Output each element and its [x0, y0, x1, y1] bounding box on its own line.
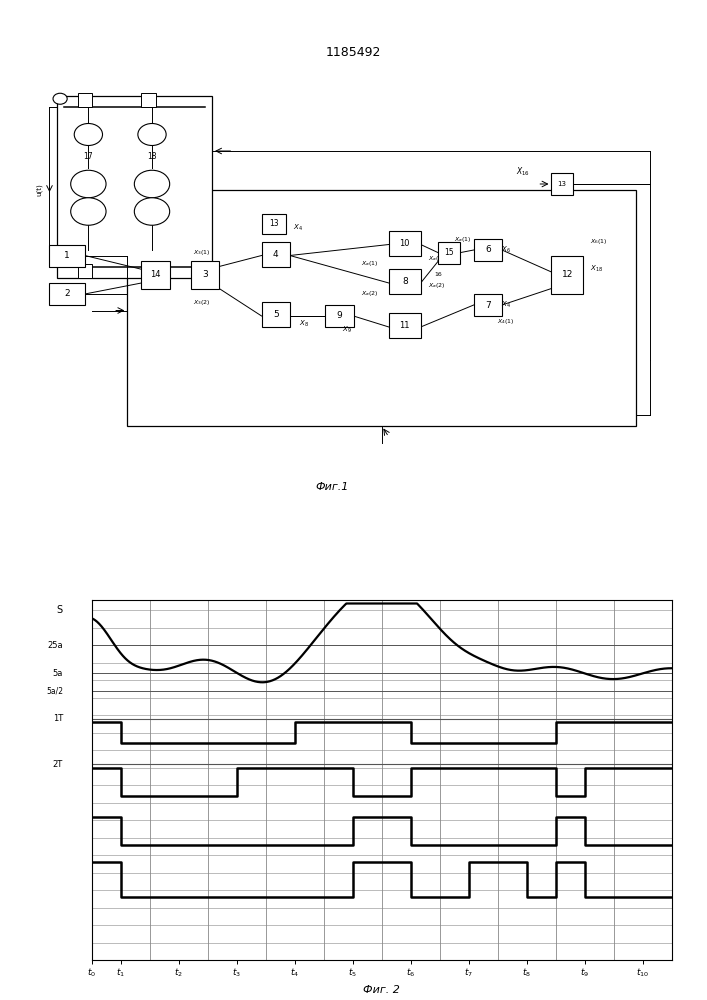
- Bar: [49, 283, 85, 305]
- Text: 17: 17: [83, 152, 93, 161]
- Text: $X_a(2)$: $X_a(2)$: [361, 290, 378, 298]
- Text: 1185492: 1185492: [326, 45, 381, 58]
- Text: 5a: 5a: [52, 669, 63, 678]
- Bar: [551, 255, 583, 294]
- Bar: [49, 244, 85, 266]
- Bar: [191, 261, 219, 288]
- Bar: [127, 190, 636, 426]
- Text: 9: 9: [337, 312, 342, 320]
- Text: $X_a(2)$: $X_a(2)$: [428, 281, 445, 290]
- Text: 5: 5: [273, 310, 279, 319]
- Text: 13: 13: [269, 219, 279, 228]
- Bar: [474, 294, 502, 316]
- Text: 16: 16: [435, 272, 442, 277]
- Bar: [389, 231, 421, 255]
- X-axis label: Фиг. 2: Фиг. 2: [363, 985, 400, 995]
- Bar: [389, 269, 421, 294]
- Text: 10: 10: [399, 239, 410, 248]
- Text: $X_4$: $X_4$: [293, 223, 303, 233]
- Text: 13: 13: [558, 181, 566, 187]
- Text: 11: 11: [399, 321, 410, 330]
- Bar: [262, 242, 290, 266]
- Bar: [141, 264, 156, 277]
- Circle shape: [134, 170, 170, 198]
- Text: Фиг.1: Фиг.1: [315, 482, 349, 491]
- Text: $X_{18}$: $X_{18}$: [590, 264, 603, 274]
- Text: 18: 18: [147, 152, 157, 161]
- Text: 1T: 1T: [53, 714, 63, 723]
- Text: $X_8$: $X_8$: [299, 319, 309, 329]
- Text: $X_{16}$: $X_{16}$: [516, 166, 530, 178]
- Text: 2T: 2T: [53, 760, 63, 769]
- Text: 25a: 25a: [47, 641, 63, 650]
- Bar: [78, 93, 92, 107]
- Text: 6: 6: [485, 245, 491, 254]
- Text: $X_6(1)$: $X_6(1)$: [590, 237, 608, 246]
- Bar: [474, 239, 502, 261]
- Text: $X_6$: $X_6$: [501, 245, 510, 255]
- Text: u(t): u(t): [35, 183, 42, 196]
- Bar: [325, 305, 354, 327]
- Bar: [262, 302, 290, 327]
- Text: $X_9$: $X_9$: [341, 325, 351, 335]
- Text: 1: 1: [64, 251, 70, 260]
- Bar: [389, 313, 421, 338]
- Text: 14: 14: [151, 270, 160, 279]
- Circle shape: [134, 198, 170, 225]
- Text: $X_3(2)$: $X_3(2)$: [192, 298, 211, 307]
- Text: 12: 12: [561, 270, 573, 279]
- Bar: [438, 242, 460, 264]
- Text: $X_a(1)$: $X_a(1)$: [455, 234, 472, 243]
- Text: $X_4(1)$: $X_4(1)$: [496, 317, 515, 326]
- Text: 3: 3: [202, 270, 208, 279]
- Bar: [551, 173, 573, 195]
- Text: 7: 7: [485, 300, 491, 310]
- Circle shape: [74, 123, 103, 145]
- Circle shape: [53, 93, 67, 104]
- Text: 2: 2: [64, 290, 70, 298]
- Text: 5a/2: 5a/2: [46, 686, 63, 695]
- Text: 8: 8: [402, 277, 408, 286]
- Circle shape: [138, 123, 166, 145]
- Text: S: S: [57, 605, 63, 615]
- Text: $X_4$: $X_4$: [501, 300, 510, 310]
- Text: $X_a(1)$: $X_a(1)$: [361, 259, 378, 268]
- Bar: [262, 214, 286, 233]
- Bar: [57, 96, 212, 277]
- Bar: [141, 261, 170, 288]
- Text: $X_a(1)$: $X_a(1)$: [428, 254, 445, 263]
- Circle shape: [71, 170, 106, 198]
- Circle shape: [71, 198, 106, 225]
- Text: $X_3(1)$: $X_3(1)$: [192, 248, 211, 257]
- Bar: [78, 264, 92, 277]
- Bar: [141, 93, 156, 107]
- Text: 4: 4: [273, 250, 279, 259]
- Text: 15: 15: [444, 248, 454, 257]
